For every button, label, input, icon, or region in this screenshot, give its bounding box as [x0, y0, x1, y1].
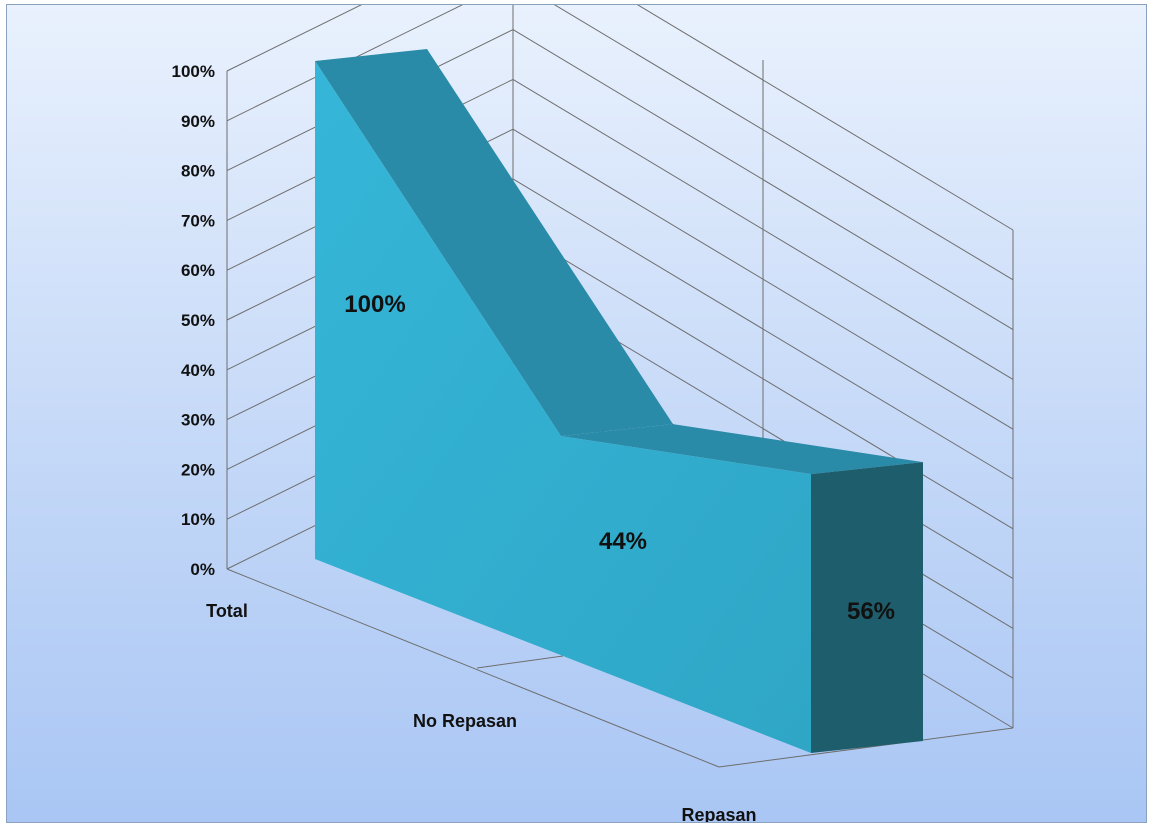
area-chart-3d: 0% 10% 20% 30% 40% 50% 60% 70% 80% 90% 100% Total N…: [172, 5, 1014, 823]
y-tick-label: 0%: [190, 560, 215, 579]
y-tick-label: 80%: [181, 162, 215, 181]
x-axis-categories: Total No Repasan Repasan: [206, 601, 756, 823]
data-labels: 100% 44% 56%: [344, 291, 895, 625]
gridline: [226, 5, 1014, 231]
category-label: Repasan: [681, 805, 756, 823]
y-tick-label: 70%: [181, 211, 215, 230]
y-tick-label: 100%: [172, 62, 215, 81]
data-label: 44%: [599, 528, 647, 555]
area-side-face: [811, 462, 923, 753]
chart-area: 0% 10% 20% 30% 40% 50% 60% 70% 80% 90% 100% Total N…: [6, 4, 1147, 823]
y-tick-label: 10%: [181, 510, 215, 529]
category-label: Total: [206, 601, 248, 621]
category-label: No Repasan: [413, 711, 517, 731]
area-top-face: [315, 49, 673, 437]
area-front-face: [315, 61, 811, 753]
y-tick-label: 60%: [181, 261, 215, 280]
area-series: [315, 49, 923, 753]
y-tick-label: 20%: [181, 460, 215, 479]
floor-divider: [476, 655, 564, 669]
y-tick-label: 40%: [181, 361, 215, 380]
y-tick-label: 90%: [181, 112, 215, 131]
data-label: 56%: [847, 598, 895, 625]
y-tick-label: 50%: [181, 311, 215, 330]
floor-edge: [718, 727, 1014, 768]
floor-edge: [226, 568, 720, 768]
y-axis-ticks: 0% 10% 20% 30% 40% 50% 60% 70% 80% 90% 100%: [172, 62, 215, 579]
y-tick-label: 30%: [181, 411, 215, 430]
data-label: 100%: [344, 291, 405, 318]
area-top-face: [561, 424, 923, 475]
